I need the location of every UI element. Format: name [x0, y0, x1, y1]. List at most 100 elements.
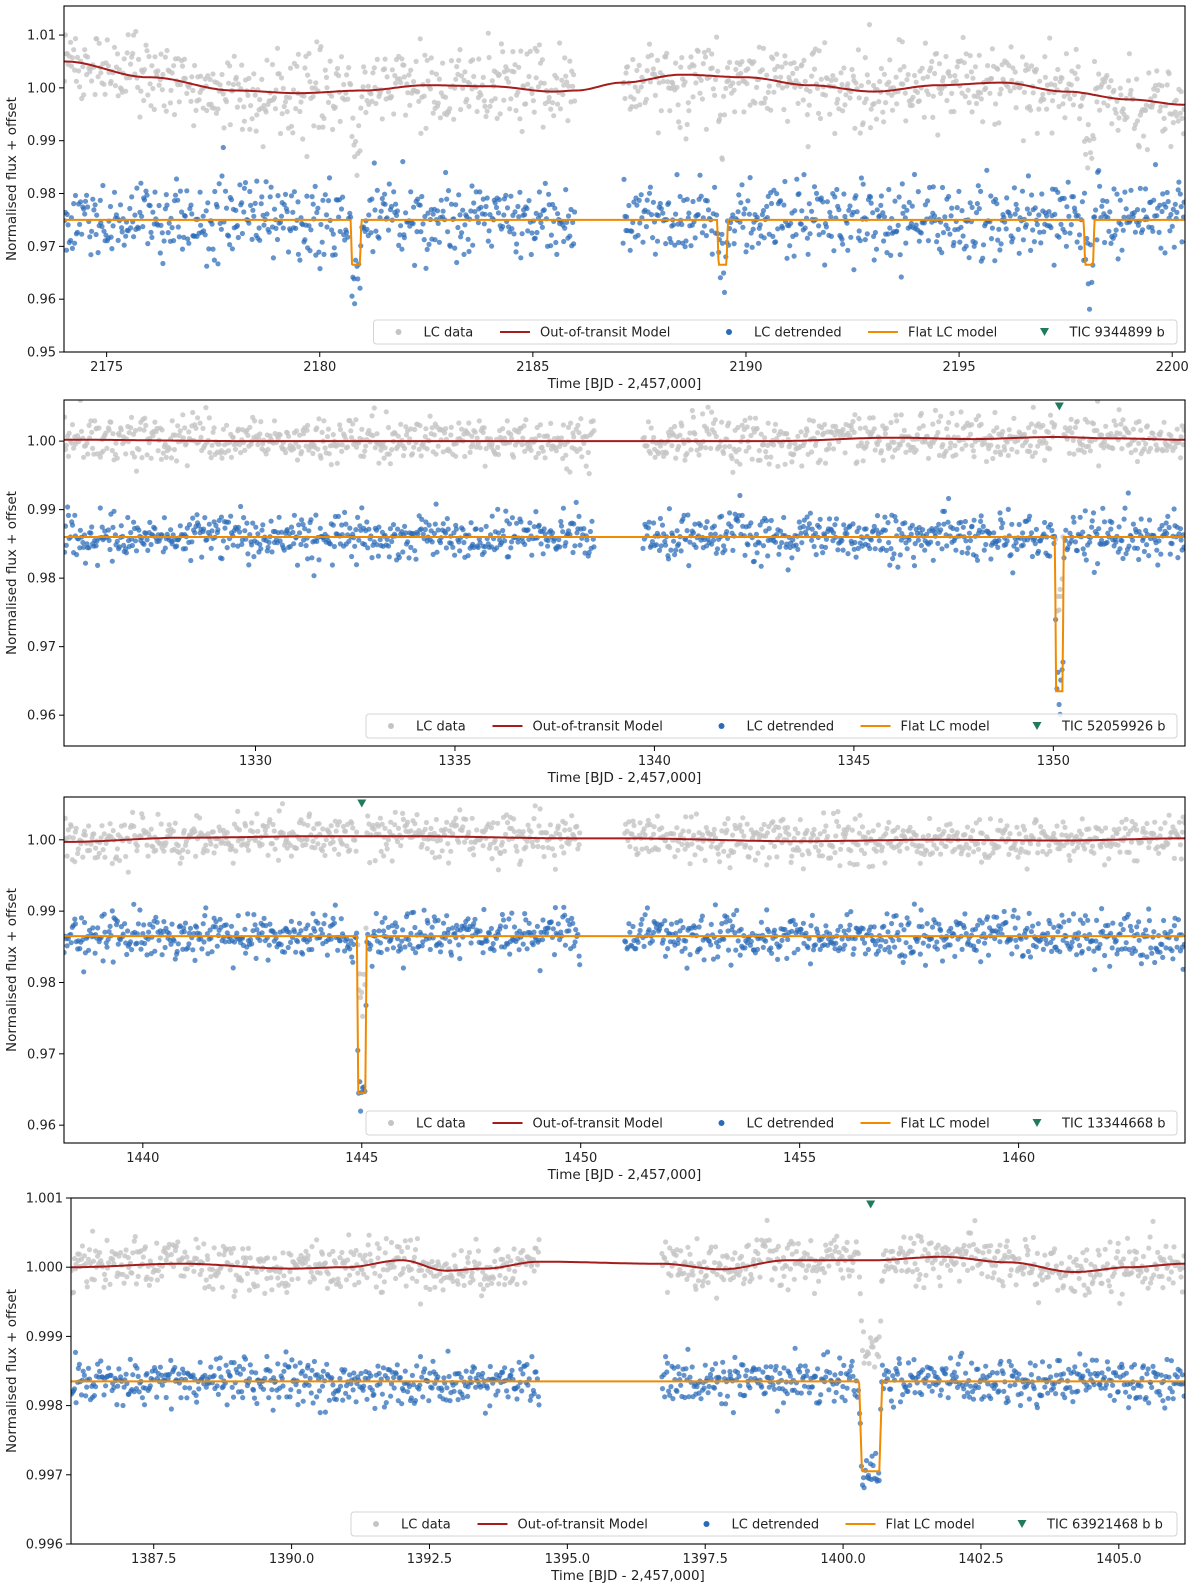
detrended-point: [97, 197, 103, 203]
detrended-point: [117, 202, 124, 208]
raw-point: [319, 848, 325, 854]
raw-point: [852, 125, 858, 131]
raw-point: [682, 457, 688, 463]
raw-point: [634, 67, 640, 73]
detrended-point: [760, 543, 767, 549]
detrended-point: [340, 194, 346, 200]
raw-point: [830, 446, 837, 452]
raw-point: [171, 447, 177, 453]
detrended-point: [1163, 204, 1169, 210]
raw-point: [423, 426, 429, 432]
detrended-point: [666, 506, 673, 512]
detrended-point: [486, 228, 492, 234]
detrended-point: [874, 527, 880, 533]
detrended-point: [460, 207, 466, 213]
raw-point: [814, 85, 821, 91]
raw-point: [1083, 151, 1089, 157]
raw-point: [72, 67, 78, 73]
raw-point: [102, 91, 108, 97]
raw-point: [672, 423, 678, 430]
raw-point: [710, 86, 716, 92]
raw-point: [978, 421, 984, 427]
detrended-point: [939, 250, 945, 256]
raw-point: [359, 426, 365, 432]
detrended-point: [220, 538, 226, 544]
raw-point: [469, 815, 475, 821]
raw-point: [755, 850, 761, 856]
detrended-point: [468, 208, 474, 214]
raw-point: [238, 450, 244, 456]
detrended-point: [368, 230, 374, 236]
raw-point: [152, 54, 158, 60]
detrended-point: [967, 200, 973, 206]
raw-point: [806, 102, 812, 108]
detrended-point: [233, 207, 239, 213]
detrended-point: [709, 251, 715, 257]
detrended-point: [893, 518, 899, 524]
detrended-point: [378, 208, 384, 214]
raw-point: [944, 426, 950, 432]
detrended-point: [872, 546, 878, 552]
detrended-point: [128, 530, 134, 536]
raw-point: [782, 53, 788, 59]
detrended-point: [993, 196, 999, 202]
raw-point: [916, 425, 922, 431]
detrended-point: [948, 213, 954, 219]
raw-point: [764, 862, 770, 868]
detrended-point: [1047, 521, 1054, 528]
raw-point: [1108, 431, 1114, 437]
detrended-point: [485, 238, 491, 244]
detrended-point: [389, 538, 395, 545]
raw-point: [66, 834, 72, 840]
raw-point: [1087, 448, 1093, 454]
detrended-point: [506, 521, 513, 527]
detrended-point: [979, 529, 986, 535]
raw-point: [744, 821, 750, 827]
raw-point: [466, 829, 472, 835]
detrended-point: [1020, 530, 1026, 536]
raw-point: [255, 442, 261, 448]
detrended-point: [217, 220, 223, 226]
raw-point: [922, 40, 929, 46]
raw-point: [683, 136, 689, 142]
detrended-point: [1084, 235, 1090, 242]
detrended-point: [904, 546, 910, 552]
raw-point: [135, 84, 141, 90]
raw-point: [946, 419, 952, 426]
axes-frame: [63, 399, 1186, 747]
raw-point: [540, 448, 546, 454]
detrended-point: [777, 544, 783, 550]
raw-point: [72, 36, 79, 42]
detrended-point: [204, 537, 210, 543]
detrended-point: [878, 193, 885, 199]
detrended-point: [1007, 213, 1013, 219]
raw-point: [730, 469, 736, 475]
detrended-point: [906, 537, 912, 543]
detrended-point: [565, 213, 572, 219]
detrended-point: [713, 550, 719, 556]
raw-point: [1035, 443, 1041, 449]
raw-point: [259, 841, 265, 848]
detrended-point: [805, 525, 811, 531]
raw-point: [487, 103, 493, 109]
raw-point: [782, 461, 788, 467]
detrended-point: [397, 232, 403, 238]
raw-point: [843, 92, 849, 98]
detrended-point: [323, 212, 330, 218]
detrended-point: [457, 212, 463, 218]
detrended-point: [453, 202, 459, 208]
raw-point: [562, 55, 568, 61]
detrended-point: [72, 240, 78, 246]
detrended-point: [508, 545, 514, 551]
raw-point: [73, 825, 79, 831]
raw-point: [913, 79, 919, 85]
detrended-point: [1056, 234, 1062, 240]
detrended-point: [885, 231, 891, 237]
raw-point: [699, 96, 706, 102]
detrended-point: [1027, 513, 1033, 519]
raw-point: [903, 449, 909, 455]
raw-point: [321, 842, 327, 849]
raw-point: [1043, 440, 1049, 446]
detrended-point: [284, 209, 290, 215]
detrended-point: [169, 225, 175, 231]
